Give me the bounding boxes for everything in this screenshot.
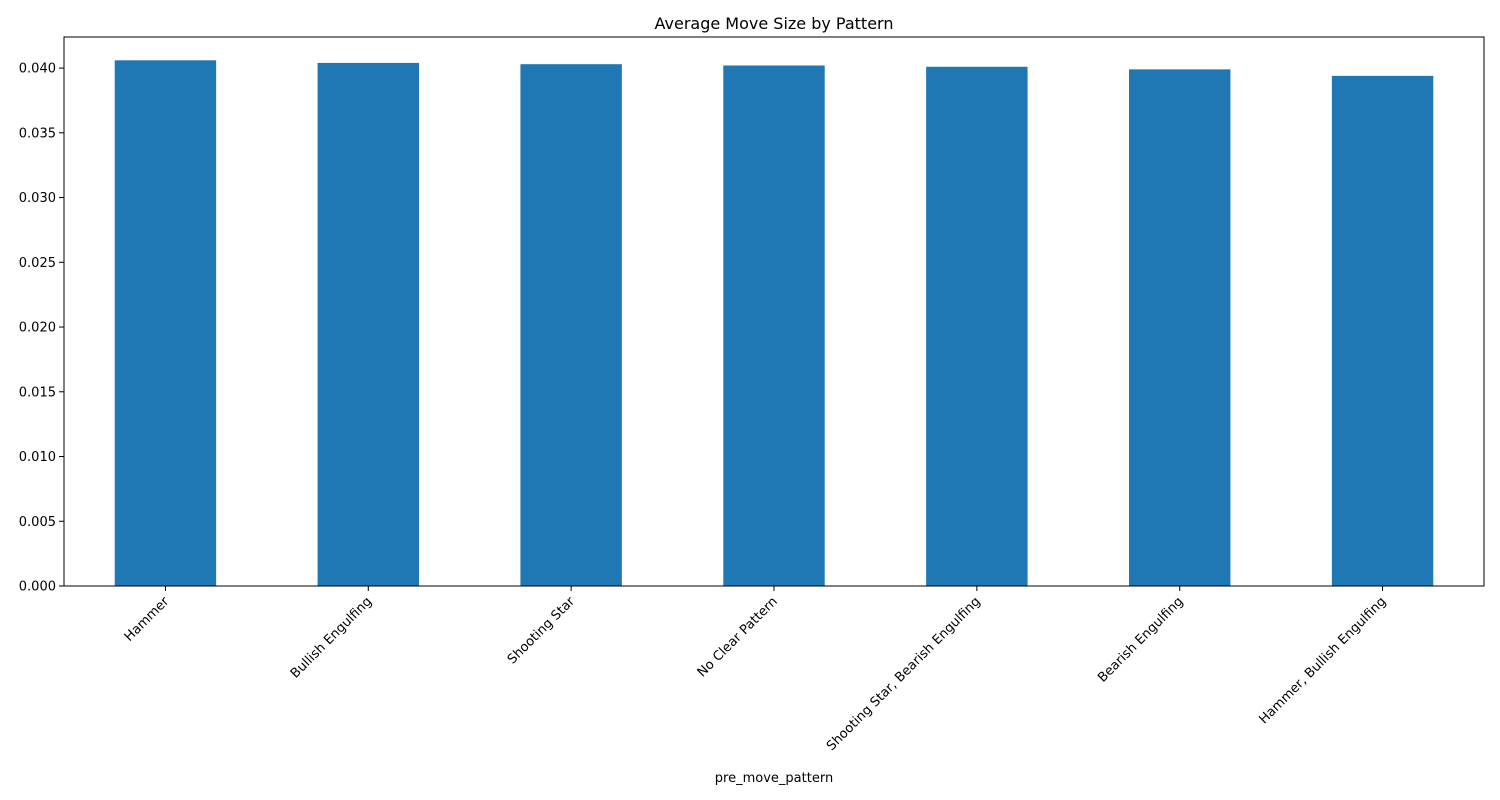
- bar-4: [926, 66, 1028, 587]
- bar-3: [723, 65, 825, 587]
- x-tick-label-1: Bullish Engulfing: [288, 594, 375, 681]
- bar-6: [1331, 75, 1434, 587]
- y-axis: 0.000 0.005 0.010 0.015 0.020 0.025 0.030 0.035…: [19, 62, 64, 595]
- bar-5: [1129, 69, 1231, 586]
- y-tick-label-0: 0.000: [19, 580, 56, 595]
- x-tick-label-0: Hammer: [122, 594, 173, 645]
- x-axis-label: pre_move_pattern: [715, 771, 833, 786]
- bar-1: [317, 62, 419, 586]
- y-tick-label-1: 0.005: [19, 515, 56, 530]
- bar-0: [114, 60, 217, 587]
- y-tick-label-8: 0.040: [19, 62, 56, 77]
- x-tick-label-3: No Clear Pattern: [695, 594, 781, 680]
- y-tick-label-2: 0.010: [19, 450, 56, 465]
- chart-title: Average Move Size by Pattern: [655, 14, 894, 33]
- y-tick-label-3: 0.015: [19, 385, 56, 400]
- x-tick-label-2: Shooting Star: [505, 594, 579, 668]
- y-tick-label-4: 0.020: [19, 321, 56, 336]
- y-tick-label-5: 0.025: [19, 256, 56, 271]
- x-axis: Hammer Bullish Engulfing Shooting Star No C…: [122, 586, 1389, 754]
- x-tick-label-6: Hammer, Bullish Engulfing: [1256, 594, 1389, 727]
- y-tick-label-7: 0.035: [19, 126, 56, 141]
- bars-layer: [114, 60, 1434, 587]
- x-tick-label-4: Shooting Star, Bearish Engulfing: [824, 594, 984, 754]
- y-tick-label-6: 0.030: [19, 191, 56, 206]
- x-tick-label-5: Bearish Engulfing: [1095, 594, 1186, 685]
- bar-2: [520, 64, 622, 586]
